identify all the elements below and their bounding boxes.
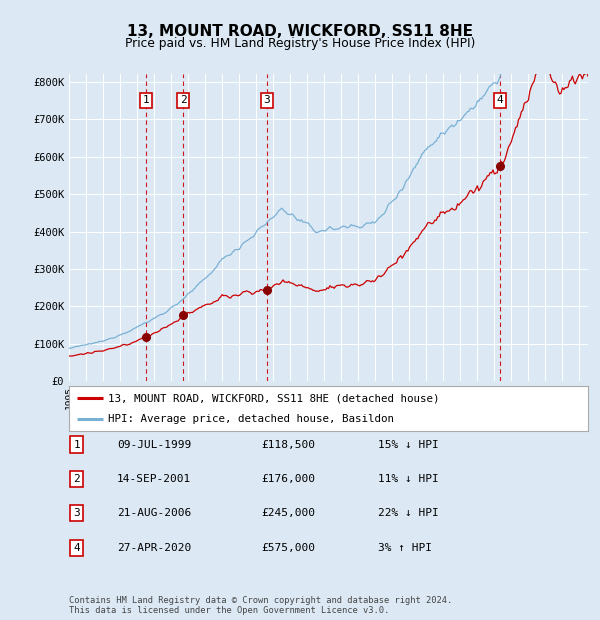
- Text: 2: 2: [73, 474, 80, 484]
- Text: 3: 3: [73, 508, 80, 518]
- Text: 21-AUG-2006: 21-AUG-2006: [117, 508, 191, 518]
- Text: 1: 1: [73, 440, 80, 450]
- Text: 13, MOUNT ROAD, WICKFORD, SS11 8HE: 13, MOUNT ROAD, WICKFORD, SS11 8HE: [127, 24, 473, 38]
- Text: 14-SEP-2001: 14-SEP-2001: [117, 474, 191, 484]
- Text: 2: 2: [180, 95, 187, 105]
- Text: £245,000: £245,000: [261, 508, 315, 518]
- Text: £176,000: £176,000: [261, 474, 315, 484]
- Text: 27-APR-2020: 27-APR-2020: [117, 543, 191, 553]
- Text: 3: 3: [263, 95, 271, 105]
- Text: 09-JUL-1999: 09-JUL-1999: [117, 440, 191, 450]
- Text: 13, MOUNT ROAD, WICKFORD, SS11 8HE (detached house): 13, MOUNT ROAD, WICKFORD, SS11 8HE (deta…: [108, 393, 439, 404]
- Text: 15% ↓ HPI: 15% ↓ HPI: [378, 440, 439, 450]
- Text: Price paid vs. HM Land Registry's House Price Index (HPI): Price paid vs. HM Land Registry's House …: [125, 37, 475, 50]
- Text: £575,000: £575,000: [261, 543, 315, 553]
- Text: 3% ↑ HPI: 3% ↑ HPI: [378, 543, 432, 553]
- Text: 22% ↓ HPI: 22% ↓ HPI: [378, 508, 439, 518]
- Text: 1: 1: [143, 95, 149, 105]
- Text: Contains HM Land Registry data © Crown copyright and database right 2024.
This d: Contains HM Land Registry data © Crown c…: [69, 596, 452, 615]
- Text: HPI: Average price, detached house, Basildon: HPI: Average price, detached house, Basi…: [108, 414, 394, 424]
- Text: £118,500: £118,500: [261, 440, 315, 450]
- Text: 4: 4: [497, 95, 503, 105]
- Text: 11% ↓ HPI: 11% ↓ HPI: [378, 474, 439, 484]
- Text: 4: 4: [73, 543, 80, 553]
